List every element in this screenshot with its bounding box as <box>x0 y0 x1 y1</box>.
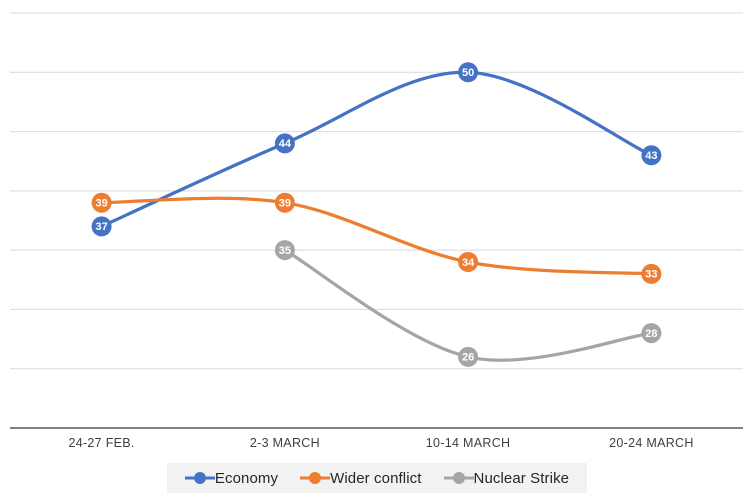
legend-label: Economy <box>214 469 279 487</box>
data-label-economy: 37 <box>95 221 107 233</box>
x-axis-label: 10-14 MARCH <box>426 436 511 450</box>
legend-box: Economy Wider conflict Nuclear Strike <box>166 463 588 493</box>
legend-label: Wider conflict <box>330 469 422 487</box>
data-point-marker-wider-conflict <box>91 192 112 213</box>
legend: Economy Wider conflict Nuclear Strike <box>0 463 754 493</box>
legend-item-nuclear-strike: Nuclear Strike <box>443 469 570 487</box>
legend-label: Nuclear Strike <box>473 469 570 487</box>
legend-item-wider-conflict: Wider conflict <box>300 470 421 487</box>
x-axis-label: 20-24 MARCH <box>609 436 694 450</box>
data-point-marker-economy <box>458 62 479 83</box>
data-label-economy: 50 <box>462 67 474 79</box>
data-point-marker-economy <box>274 133 295 154</box>
legend-item-economy: Economy <box>184 469 279 487</box>
x-axis-label: 24-27 FEB. <box>68 436 134 450</box>
data-label-wider-conflict: 39 <box>279 198 291 210</box>
data-point-marker-economy <box>641 145 662 166</box>
data-label-nuclear-strike: 26 <box>462 352 474 364</box>
line-chart-plot-area: 37 44 50 43 39 39 34 33 35 26 28 24-27 FEB. 2-3 MARC… <box>10 12 743 450</box>
data-label-nuclear-strike: 28 <box>645 328 657 340</box>
legend-marker-icon <box>300 472 331 484</box>
data-point-marker-wider-conflict <box>641 263 662 284</box>
data-point-marker-wider-conflict <box>274 192 295 213</box>
data-label-nuclear-strike: 35 <box>279 245 291 257</box>
data-point-marker-nuclear-strike <box>641 323 662 344</box>
series-line-wider-conflict <box>99 196 654 276</box>
data-label-wider-conflict: 34 <box>462 257 475 269</box>
x-axis-label: 2-3 MARCH <box>250 436 320 450</box>
legend-marker-icon <box>443 472 474 484</box>
data-label-wider-conflict: 33 <box>645 269 657 281</box>
data-label-wider-conflict: 39 <box>95 198 107 210</box>
data-label-economy: 44 <box>279 138 292 150</box>
series-line-economy <box>99 70 654 229</box>
data-label-economy: 43 <box>645 150 657 162</box>
data-point-marker-economy <box>91 216 112 237</box>
data-point-marker-nuclear-strike <box>458 346 479 367</box>
data-point-marker-wider-conflict <box>458 252 479 272</box>
data-point-marker-nuclear-strike <box>274 240 295 261</box>
legend-marker-icon <box>184 472 215 484</box>
